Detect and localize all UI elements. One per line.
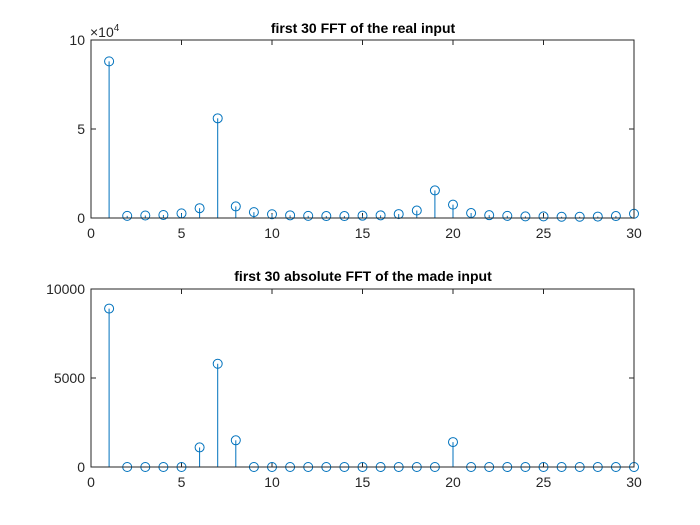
- plot-box: [90, 288, 635, 468]
- y-tick-label: 5000: [54, 370, 85, 386]
- stem-marker: [448, 437, 458, 448]
- stem-marker: [610, 211, 621, 222]
- stem-marker: [556, 211, 567, 222]
- stem-marker: [158, 209, 169, 220]
- stem-marker: [592, 211, 603, 222]
- stem-marker: [194, 203, 205, 214]
- stem-marker: [122, 210, 133, 221]
- fft-real-input-chart: first 30 FFT of the real input ×104 0 5 10…: [69, 20, 642, 241]
- x-tick-label: 0: [87, 474, 95, 490]
- stem-marker: [104, 303, 115, 314]
- stem-marker: [267, 209, 277, 220]
- x-tick-label: 25: [536, 225, 552, 241]
- x-tick-label: 0: [87, 225, 95, 241]
- stem-marker: [285, 210, 296, 221]
- x-tick-label: 20: [445, 474, 461, 490]
- y-tick-label: 10000: [46, 281, 85, 297]
- fft-made-input-chart: first 30 absolute FFT of the made input …: [46, 268, 642, 490]
- stem-marker: [230, 435, 241, 446]
- y-tick-label: 10: [69, 32, 85, 48]
- stem-marker: [484, 210, 495, 221]
- x-tick-label: 5: [178, 225, 186, 241]
- stem-marker: [411, 205, 422, 216]
- stem-marker: [194, 442, 205, 453]
- stem-marker: [502, 210, 513, 221]
- stem-marker: [429, 185, 440, 196]
- x-tick-label: 15: [355, 225, 371, 241]
- y-exponent-label: ×104: [90, 23, 120, 40]
- stem-marker: [104, 56, 115, 67]
- stem-marker: [248, 207, 259, 218]
- stem-marker: [230, 201, 241, 212]
- stem-marker: [303, 210, 314, 221]
- stem-marker: [140, 210, 151, 221]
- stem-marker: [574, 211, 585, 222]
- stem-marker: [375, 210, 386, 221]
- stem-marker: [538, 211, 549, 222]
- chart-title: first 30 FFT of the real input: [271, 20, 456, 36]
- y-tick-label: 0: [77, 210, 85, 226]
- y-tick-label: 5: [77, 121, 85, 137]
- stem-marker: [339, 211, 350, 222]
- stem-marker: [448, 199, 458, 210]
- stem-marker: [212, 358, 223, 369]
- plot-box: [90, 39, 635, 219]
- chart-title: first 30 absolute FFT of the made input: [234, 268, 492, 284]
- stem-marker: [357, 210, 368, 221]
- x-tick-label: 30: [626, 225, 642, 241]
- stem-marker: [212, 113, 223, 124]
- x-tick-label: 10: [264, 225, 280, 241]
- stem-marker: [393, 209, 404, 220]
- x-tick-label: 20: [445, 225, 461, 241]
- x-tick-label: 15: [355, 474, 371, 490]
- stem-marker: [321, 211, 332, 222]
- x-tick-label: 25: [536, 474, 552, 490]
- y-tick-label: 0: [77, 459, 85, 475]
- stem-marker: [520, 211, 531, 222]
- x-tick-label: 10: [264, 474, 280, 490]
- x-tick-label: 5: [178, 474, 186, 490]
- x-tick-label: 30: [626, 474, 642, 490]
